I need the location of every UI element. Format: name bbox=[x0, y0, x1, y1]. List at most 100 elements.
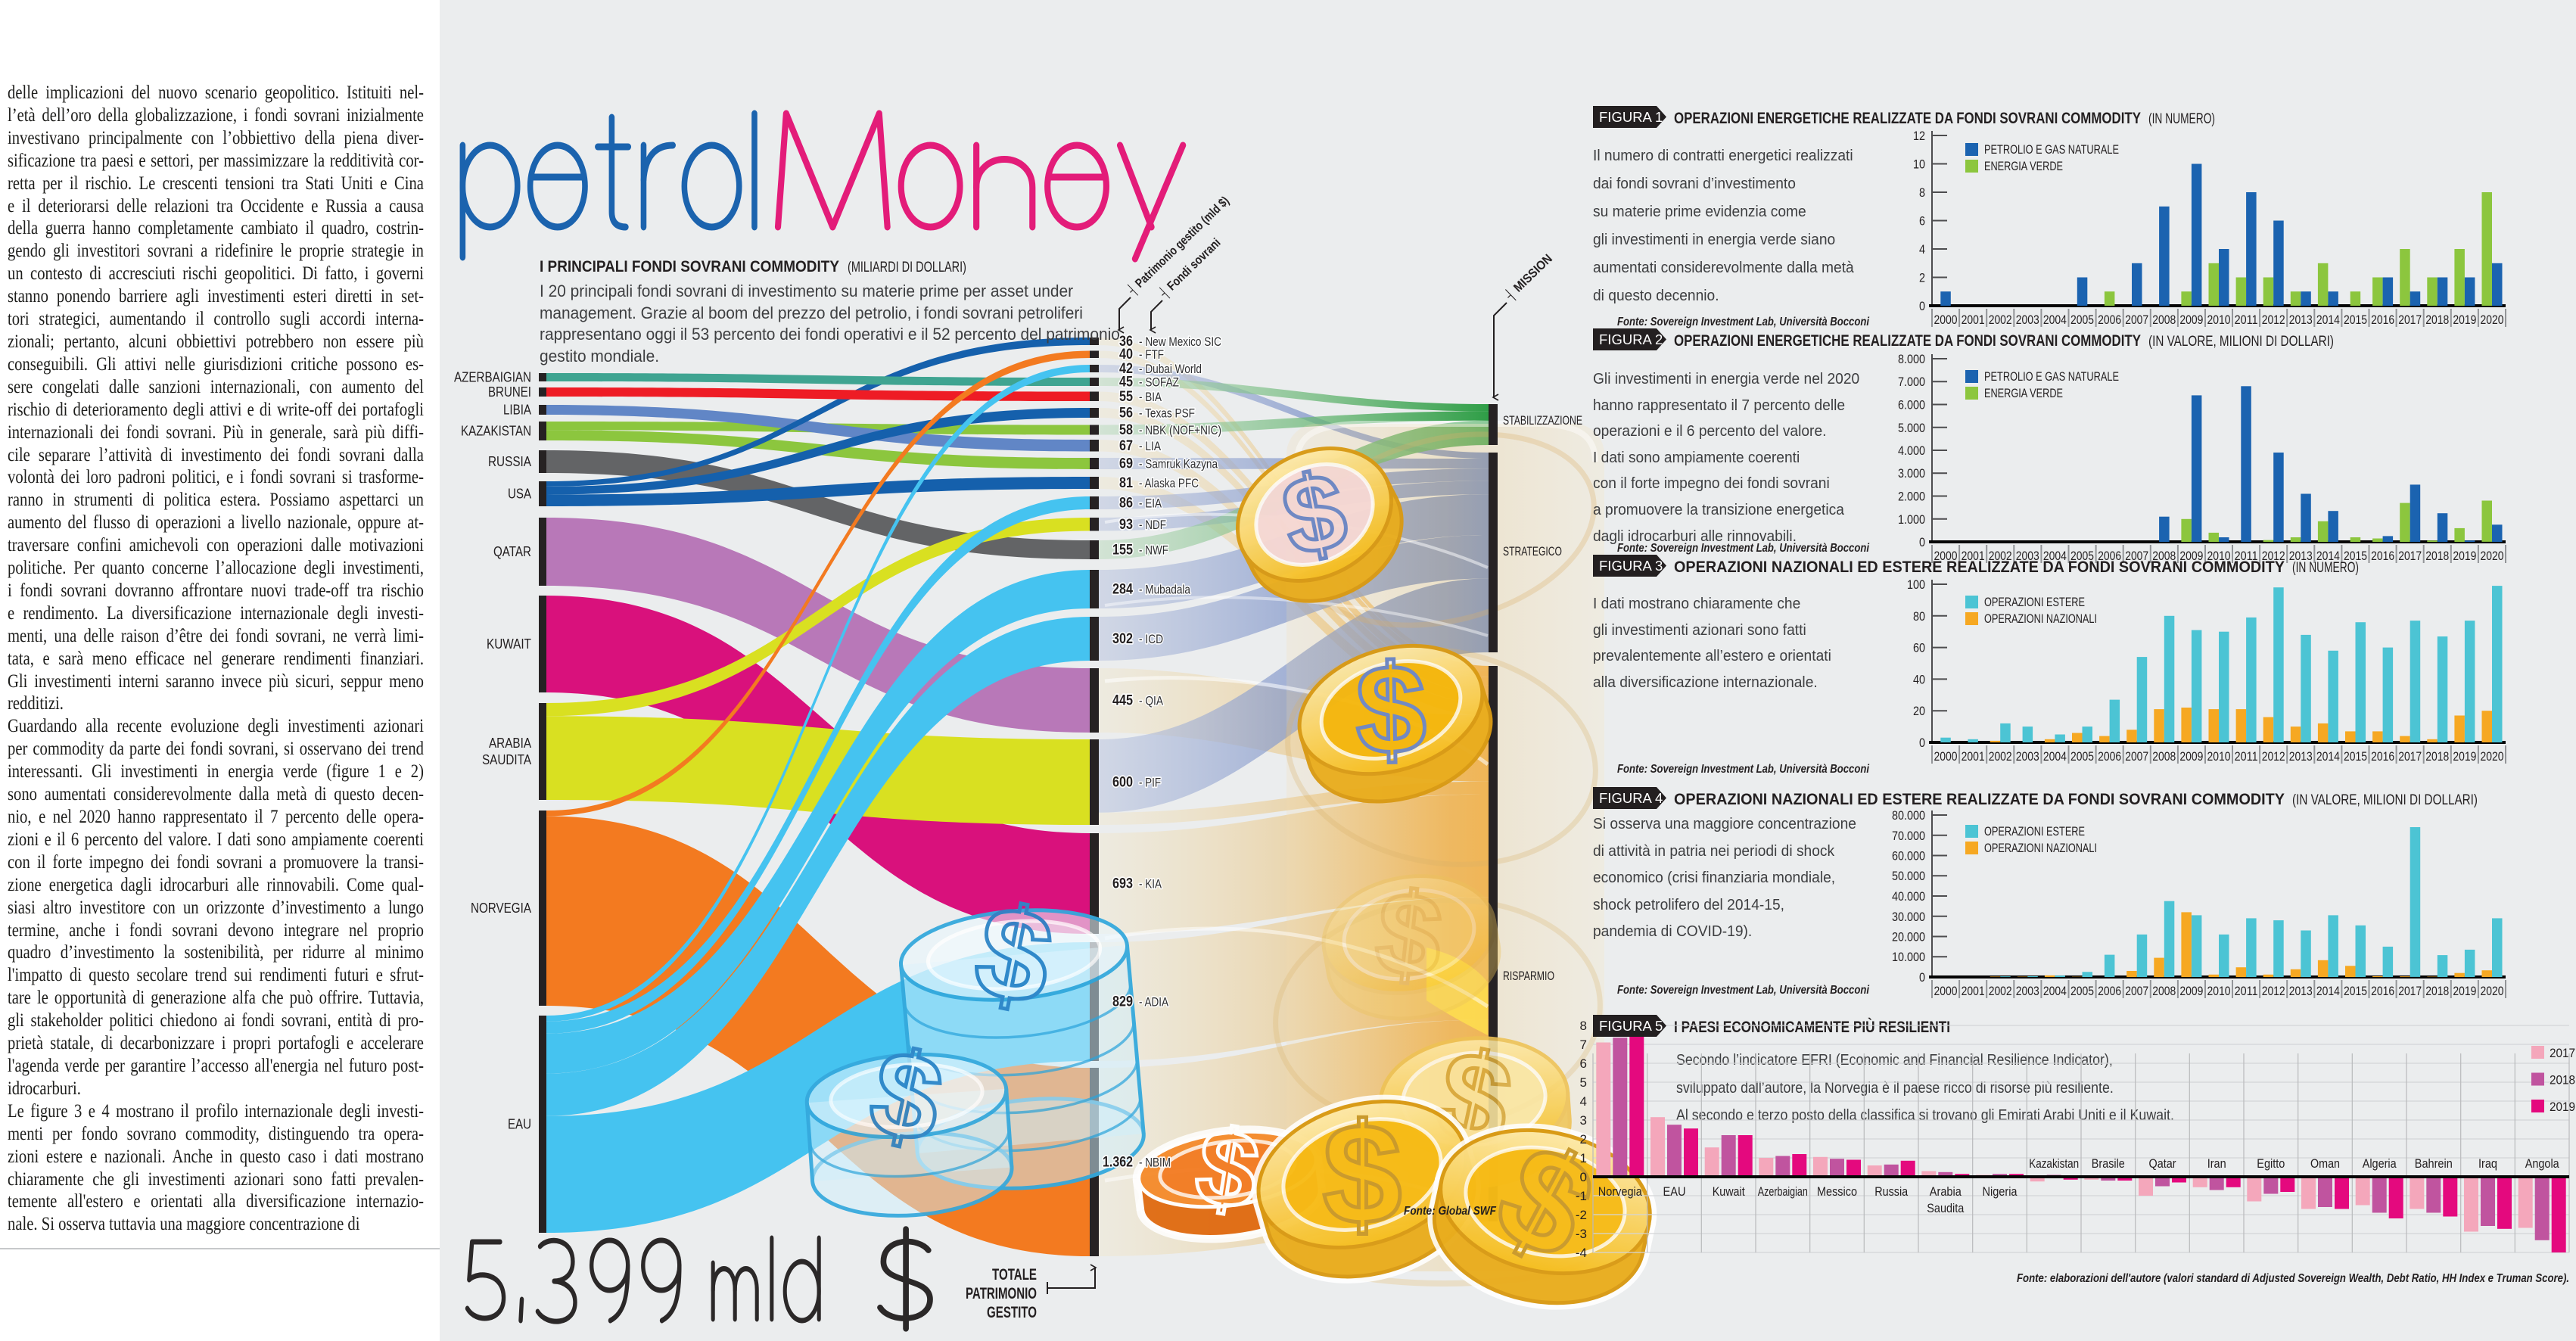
svg-text:2015: 2015 bbox=[2344, 984, 2367, 998]
svg-text:OPERAZIONI NAZIONALI ED ESTERE: OPERAZIONI NAZIONALI ED ESTERE REALIZZAT… bbox=[1674, 790, 2285, 808]
svg-text:36: 36 bbox=[1119, 334, 1133, 350]
svg-text:2010: 2010 bbox=[2207, 984, 2231, 998]
svg-text:2002: 2002 bbox=[1989, 984, 2012, 998]
svg-text:- NDF: - NDF bbox=[1139, 518, 1166, 532]
svg-text:- Dubai World: - Dubai World bbox=[1139, 362, 1202, 376]
svg-text:(IN VALORE, MILIONI DI DOLLARI: (IN VALORE, MILIONI DI DOLLARI) bbox=[2292, 792, 2478, 808]
svg-text:2001: 2001 bbox=[1962, 749, 1985, 764]
svg-text:┤ MISSION: ┤ MISSION bbox=[1501, 250, 1555, 303]
svg-text:2009: 2009 bbox=[2179, 549, 2203, 563]
svg-text:2017: 2017 bbox=[2550, 1046, 2575, 1060]
svg-text:1.000: 1.000 bbox=[1898, 512, 1925, 527]
svg-text:2003: 2003 bbox=[2016, 313, 2039, 327]
svg-text:2012: 2012 bbox=[2262, 984, 2285, 998]
svg-text:2009: 2009 bbox=[2179, 313, 2203, 327]
svg-text:2011: 2011 bbox=[2235, 984, 2258, 998]
svg-text:2015: 2015 bbox=[2344, 749, 2367, 764]
svg-text:Iran: Iran bbox=[2207, 1156, 2226, 1171]
svg-text:- LIA: - LIA bbox=[1139, 440, 1161, 453]
svg-text:- Texas PSF: - Texas PSF bbox=[1139, 407, 1195, 421]
svg-text:829: 829 bbox=[1112, 994, 1133, 1010]
svg-text:2019: 2019 bbox=[2453, 313, 2476, 327]
svg-text:70.000: 70.000 bbox=[1892, 829, 1925, 843]
svg-text:Qatar: Qatar bbox=[2149, 1156, 2176, 1171]
svg-text:Bahrein: Bahrein bbox=[2415, 1156, 2453, 1171]
svg-text:2007: 2007 bbox=[2125, 549, 2148, 563]
svg-text:2004: 2004 bbox=[2043, 749, 2067, 764]
svg-text:42: 42 bbox=[1119, 361, 1133, 377]
svg-text:2005: 2005 bbox=[2070, 549, 2094, 563]
svg-text:2017: 2017 bbox=[2398, 749, 2422, 764]
svg-text:2003: 2003 bbox=[2016, 984, 2039, 998]
svg-text:Nigeria: Nigeria bbox=[1983, 1184, 2018, 1199]
svg-text:10.000: 10.000 bbox=[1892, 950, 1925, 964]
svg-text:2006: 2006 bbox=[2098, 313, 2121, 327]
svg-text:12: 12 bbox=[1913, 129, 1925, 143]
svg-text:6.000: 6.000 bbox=[1898, 398, 1925, 412]
svg-text:80.000: 80.000 bbox=[1892, 808, 1925, 823]
svg-text:(IN NUMERO): (IN NUMERO) bbox=[2292, 559, 2359, 576]
svg-text:-4: -4 bbox=[1576, 1246, 1587, 1260]
svg-text:USA: USA bbox=[508, 486, 532, 502]
svg-text:2001: 2001 bbox=[1962, 549, 1985, 563]
svg-text:OPERAZIONI NAZIONALI: OPERAZIONI NAZIONALI bbox=[1984, 611, 2097, 626]
svg-text:30.000: 30.000 bbox=[1892, 910, 1925, 924]
svg-text:PETROLIO E GAS NATURALE: PETROLIO E GAS NATURALE bbox=[1984, 142, 2119, 157]
svg-text:2005: 2005 bbox=[2070, 984, 2094, 998]
svg-text:┤ Fondi sovrani: ┤ Fondi sovrani bbox=[1156, 235, 1224, 301]
svg-text:ENERGIA VERDE: ENERGIA VERDE bbox=[1984, 159, 2063, 173]
svg-text:60: 60 bbox=[1913, 641, 1925, 655]
svg-text:RISPARMIO: RISPARMIO bbox=[1503, 969, 1554, 983]
svg-text:2011: 2011 bbox=[2235, 549, 2258, 563]
svg-text:-1: -1 bbox=[1576, 1189, 1587, 1203]
svg-text:1.362: 1.362 bbox=[1103, 1155, 1133, 1171]
svg-text:2014: 2014 bbox=[2316, 749, 2340, 764]
svg-text:- FTF: - FTF bbox=[1139, 348, 1164, 362]
svg-text:5.000: 5.000 bbox=[1898, 421, 1925, 435]
svg-text:2013: 2013 bbox=[2289, 549, 2313, 563]
svg-text:Brasile: Brasile bbox=[2092, 1156, 2125, 1171]
svg-text:BRUNEI: BRUNEI bbox=[488, 384, 531, 400]
svg-text:6: 6 bbox=[1580, 1056, 1587, 1071]
svg-text:2012: 2012 bbox=[2262, 549, 2285, 563]
svg-text:4: 4 bbox=[1919, 242, 1925, 257]
svg-text:OPERAZIONI NAZIONALI: OPERAZIONI NAZIONALI bbox=[1984, 841, 2097, 855]
svg-text:- QIA: - QIA bbox=[1139, 695, 1163, 708]
svg-text:2016: 2016 bbox=[2371, 313, 2394, 327]
svg-text:40: 40 bbox=[1119, 347, 1133, 362]
svg-text:I PAESI ECONOMICAMENTE PIÙ RES: I PAESI ECONOMICAMENTE PIÙ RESILIENTI bbox=[1674, 1017, 1950, 1036]
svg-text:2017: 2017 bbox=[2398, 984, 2422, 998]
svg-text:2000: 2000 bbox=[1934, 549, 1958, 563]
svg-text:1: 1 bbox=[1580, 1151, 1587, 1165]
svg-text:STABILIZZAZIONE: STABILIZZAZIONE bbox=[1503, 414, 1582, 428]
svg-text:2007: 2007 bbox=[2125, 984, 2148, 998]
svg-text:2019: 2019 bbox=[2550, 1100, 2575, 1114]
svg-text:69: 69 bbox=[1119, 456, 1133, 472]
svg-text:2000: 2000 bbox=[1934, 313, 1958, 327]
svg-text:2020: 2020 bbox=[2481, 549, 2504, 563]
svg-text:2011: 2011 bbox=[2235, 313, 2258, 327]
svg-text:(MILIARDI DI DOLLARI): (MILIARDI DI DOLLARI) bbox=[848, 259, 966, 275]
svg-text:- SOFAZ: - SOFAZ bbox=[1139, 376, 1179, 390]
svg-text:OPERAZIONI ENERGETICHE REALIZZ: OPERAZIONI ENERGETICHE REALIZZATE DA FON… bbox=[1674, 331, 2141, 350]
svg-text:SAUDITA: SAUDITA bbox=[482, 751, 532, 767]
svg-text:0: 0 bbox=[1580, 1170, 1587, 1184]
svg-text:2: 2 bbox=[1919, 271, 1925, 285]
svg-text:0: 0 bbox=[1919, 970, 1925, 985]
svg-text:ARABIA: ARABIA bbox=[489, 735, 532, 751]
svg-text:2018: 2018 bbox=[2425, 984, 2449, 998]
svg-text:693: 693 bbox=[1112, 876, 1133, 892]
svg-text:2019: 2019 bbox=[2453, 749, 2476, 764]
svg-text:- KIA: - KIA bbox=[1139, 878, 1162, 891]
svg-text:40.000: 40.000 bbox=[1892, 889, 1925, 904]
svg-text:2002: 2002 bbox=[1989, 313, 2012, 327]
svg-text:EAU: EAU bbox=[508, 1116, 531, 1132]
svg-text:- Samruk Kazyna: - Samruk Kazyna bbox=[1139, 458, 1218, 471]
svg-text:93: 93 bbox=[1119, 517, 1133, 533]
svg-text:2002: 2002 bbox=[1989, 749, 2012, 764]
svg-text:2016: 2016 bbox=[2371, 984, 2394, 998]
svg-text:20: 20 bbox=[1913, 704, 1925, 718]
svg-text:2007: 2007 bbox=[2125, 749, 2148, 764]
svg-text:2008: 2008 bbox=[2152, 549, 2176, 563]
svg-text:Russia: Russia bbox=[1874, 1184, 1908, 1199]
